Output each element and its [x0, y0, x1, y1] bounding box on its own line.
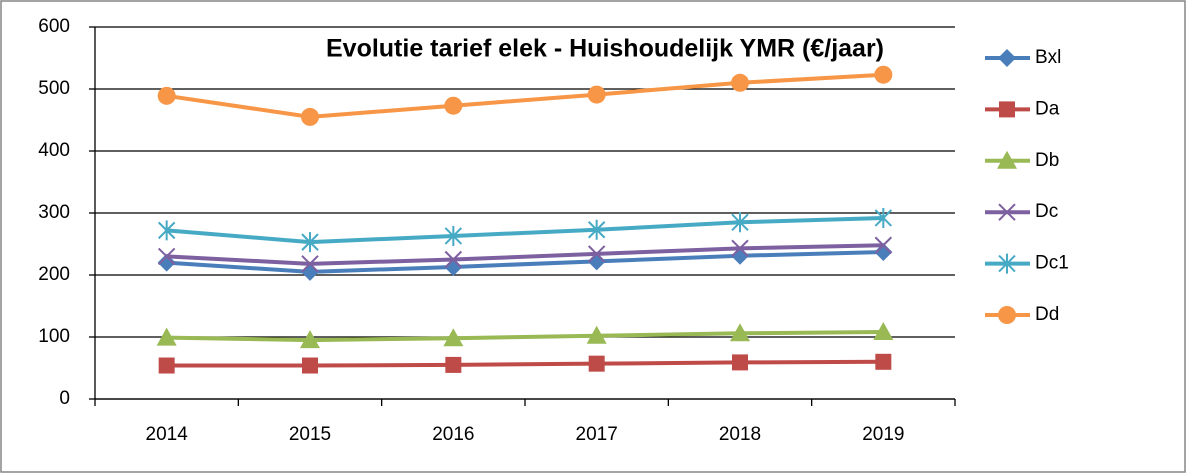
marker	[157, 220, 176, 241]
marker	[157, 86, 176, 105]
marker	[731, 73, 749, 92]
y-tick-label: 600	[38, 16, 70, 37]
legend-label: Dc	[1035, 201, 1058, 222]
marker	[588, 355, 605, 372]
marker	[444, 250, 463, 269]
marker	[998, 49, 1016, 67]
marker	[444, 257, 463, 276]
marker	[731, 212, 749, 233]
marker	[998, 253, 1016, 274]
y-tick-label: 100	[38, 326, 70, 347]
y-tick-label: 400	[38, 140, 70, 161]
marker	[874, 65, 893, 84]
marker	[587, 252, 606, 271]
series-line	[166, 330, 884, 343]
marker	[732, 354, 748, 371]
marker	[587, 85, 606, 104]
marker	[997, 150, 1017, 169]
marker	[873, 322, 894, 341]
legend-label: Db	[1035, 150, 1059, 171]
marker	[999, 101, 1015, 118]
x-tick-label: 2017	[576, 424, 618, 445]
marker	[156, 327, 177, 346]
marker	[302, 357, 318, 374]
marker	[444, 96, 463, 115]
x-tick-label: 2019	[862, 424, 904, 445]
marker	[874, 236, 893, 254]
marker	[158, 357, 175, 374]
y-tick-label: 200	[38, 264, 70, 285]
marker	[874, 207, 893, 228]
x-tick-label: 2016	[432, 424, 474, 445]
legend-label: Bxl	[1035, 47, 1061, 68]
marker	[587, 245, 606, 263]
marker	[157, 247, 176, 266]
marker	[301, 255, 319, 273]
y-tick-label: 0	[59, 388, 70, 409]
x-tick-label: 2018	[719, 424, 761, 445]
marker	[300, 330, 320, 349]
legend-label: Dd	[1035, 304, 1059, 325]
x-tick-label: 2014	[146, 424, 189, 445]
series-line	[166, 243, 884, 266]
legend-label: Dc1	[1035, 253, 1069, 274]
y-tick-label: 300	[38, 202, 70, 223]
marker	[874, 243, 893, 262]
marker	[445, 356, 462, 373]
marker	[587, 219, 606, 240]
marker	[875, 353, 892, 370]
marker	[301, 232, 319, 253]
marker	[301, 107, 319, 126]
series-line	[166, 250, 884, 274]
y-tick-label: 500	[38, 78, 70, 99]
marker	[730, 323, 750, 342]
marker	[998, 306, 1016, 324]
marker	[444, 225, 463, 246]
series-line	[166, 215, 884, 245]
marker	[586, 325, 607, 344]
series-line	[166, 72, 884, 119]
x-tick-label: 2015	[289, 424, 331, 445]
series-line	[166, 359, 884, 368]
chart-title: Evolutie tarief elek - Huishoudelijk YMR…	[326, 35, 884, 63]
marker	[731, 239, 749, 258]
marker	[998, 203, 1016, 221]
marker	[443, 328, 464, 347]
marker	[731, 246, 749, 265]
legend-label: Da	[1035, 98, 1060, 119]
